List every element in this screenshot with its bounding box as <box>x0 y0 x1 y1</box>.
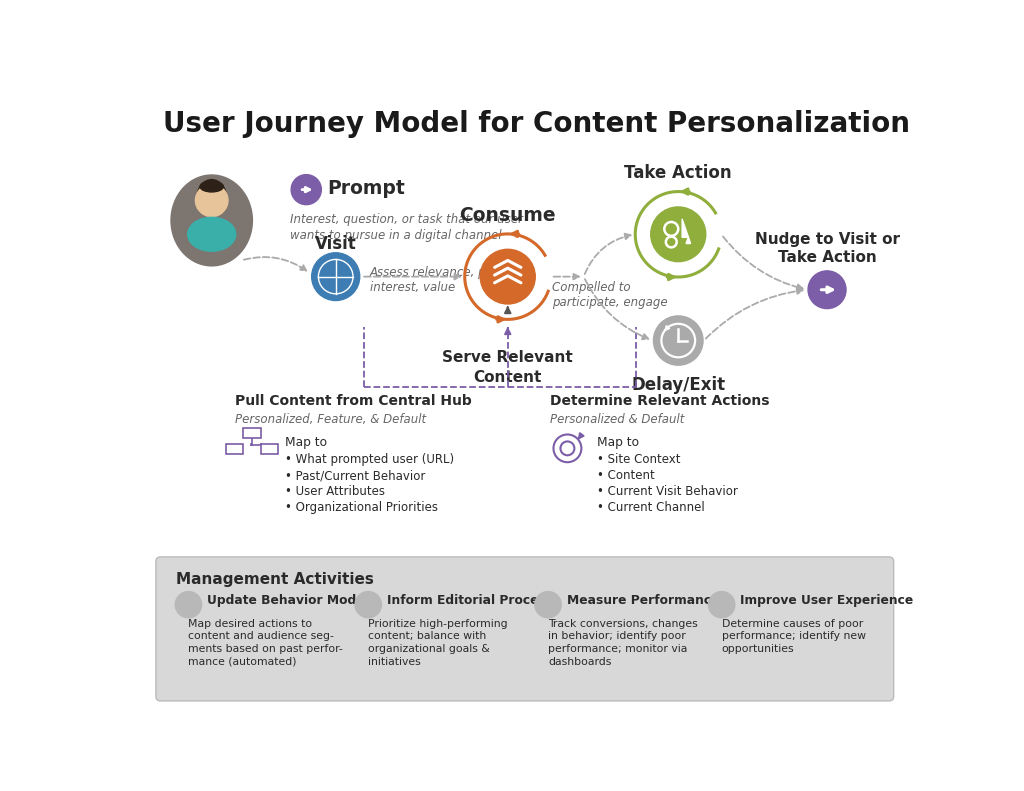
Text: Interest, question, or task that our user
wants to pursue in a digital channel: Interest, question, or task that our use… <box>290 214 523 241</box>
FancyBboxPatch shape <box>156 557 894 701</box>
Text: • Current Visit Behavior: • Current Visit Behavior <box>597 486 737 498</box>
Circle shape <box>291 175 322 205</box>
Text: Determine causes of poor
performance; identify new
opportunities: Determine causes of poor performance; id… <box>722 619 865 654</box>
Text: Visit: Visit <box>314 235 356 253</box>
Text: Update Behavior Model: Update Behavior Model <box>207 594 369 607</box>
Text: Track conversions, changes
in behavior; identify poor
performance; monitor via
d: Track conversions, changes in behavior; … <box>548 619 697 667</box>
Ellipse shape <box>219 191 226 212</box>
Text: Nudge to Visit or
Take Action: Nudge to Visit or Take Action <box>755 233 899 265</box>
FancyBboxPatch shape <box>225 444 243 454</box>
Ellipse shape <box>187 218 236 252</box>
Text: User Journey Model for Content Personalization: User Journey Model for Content Personali… <box>163 109 910 138</box>
Circle shape <box>653 316 703 365</box>
Circle shape <box>650 207 706 262</box>
Text: Map to: Map to <box>286 436 328 449</box>
Text: Management Activities: Management Activities <box>176 573 374 588</box>
Text: • Past/Current Behavior: • Past/Current Behavior <box>286 469 426 483</box>
Text: Determine Relevant Actions: Determine Relevant Actions <box>550 395 770 408</box>
Circle shape <box>355 592 381 618</box>
Text: • Current Channel: • Current Channel <box>597 501 705 514</box>
Circle shape <box>480 249 536 304</box>
Text: Map desired actions to
content and audience seg-
ments based on past perfor-
man: Map desired actions to content and audie… <box>188 619 343 667</box>
FancyBboxPatch shape <box>261 444 279 454</box>
Text: • Site Context: • Site Context <box>597 453 680 466</box>
Text: Prioritize high-performing
content; balance with
organizational goals &
initiati: Prioritize high-performing content; bala… <box>369 619 508 667</box>
Text: Measure Performance: Measure Performance <box>566 594 719 607</box>
Text: Improve User Experience: Improve User Experience <box>740 594 913 607</box>
Ellipse shape <box>197 180 226 215</box>
Text: Prompt: Prompt <box>328 180 404 199</box>
Ellipse shape <box>198 191 205 212</box>
Text: Serve Relevant
Content: Serve Relevant Content <box>442 350 573 384</box>
Circle shape <box>709 592 735 618</box>
Text: • User Attributes: • User Attributes <box>286 486 385 498</box>
Text: Map to: Map to <box>597 436 639 449</box>
Text: Pull Content from Central Hub: Pull Content from Central Hub <box>234 395 472 408</box>
Circle shape <box>196 184 228 217</box>
Text: Compelled to
participate, engage: Compelled to participate, engage <box>552 282 668 309</box>
Circle shape <box>808 271 846 308</box>
Text: Inform Editorial Process: Inform Editorial Process <box>387 594 553 607</box>
Circle shape <box>535 592 561 618</box>
Text: Consume: Consume <box>460 206 556 225</box>
Ellipse shape <box>200 181 223 192</box>
Text: Personalized, Feature, & Default: Personalized, Feature, & Default <box>234 413 426 426</box>
Text: • What prompted user (URL): • What prompted user (URL) <box>286 453 455 466</box>
Ellipse shape <box>171 175 252 266</box>
Text: Assess relevance, potential
interest, value: Assess relevance, potential interest, va… <box>370 267 531 294</box>
FancyBboxPatch shape <box>244 428 260 437</box>
Text: • Content: • Content <box>597 469 654 483</box>
Polygon shape <box>682 219 690 244</box>
Circle shape <box>175 592 202 618</box>
Text: Delay/Exit: Delay/Exit <box>631 376 725 394</box>
Text: • Organizational Priorities: • Organizational Priorities <box>286 501 438 514</box>
Circle shape <box>311 253 359 301</box>
Text: Take Action: Take Action <box>625 165 732 182</box>
Text: Personalized & Default: Personalized & Default <box>550 413 685 426</box>
